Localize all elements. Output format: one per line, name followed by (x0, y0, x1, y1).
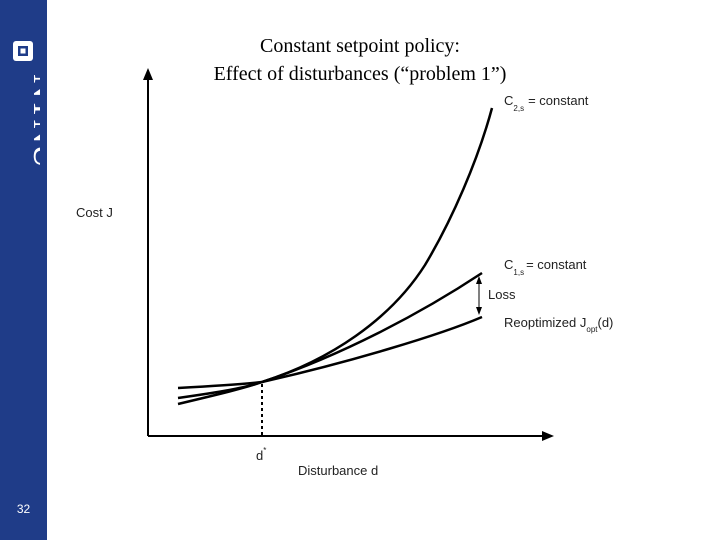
reoptimized-label: Reoptimized Jopt(d) (504, 315, 613, 334)
curve-reoptimized-jopt (177, 315, 483, 390)
slide-title: Constant setpoint policy: Effect of dist… (150, 32, 570, 88)
ntnu-logo: NTNU (26, 74, 40, 168)
c2s-label: C2,s= constant (504, 93, 589, 113)
loss-label: Loss (488, 287, 516, 302)
x-axis-label: Disturbance d (298, 463, 378, 478)
slide-title-line-2: Effect of disturbances (“problem 1”) (213, 63, 507, 85)
slide-title-line-1: Constant setpoint policy: (260, 35, 460, 57)
loss-arrow-head-bottom (476, 307, 482, 315)
ntnu-square-icon (13, 41, 33, 61)
curve-c1s-constant (177, 271, 483, 406)
x-axis-arrowhead (542, 431, 554, 441)
d-star-label: d* (256, 446, 266, 463)
sidebar-band (0, 0, 47, 540)
ntnu-logo-text: NTNU (26, 74, 40, 168)
y-axis-label: Cost J (76, 205, 113, 220)
loss-arrow-head-top (476, 276, 482, 284)
page-number: 32 (16, 502, 31, 516)
c1s-label: C1,s= constant (504, 257, 587, 277)
y-axis-arrowhead (143, 68, 153, 80)
